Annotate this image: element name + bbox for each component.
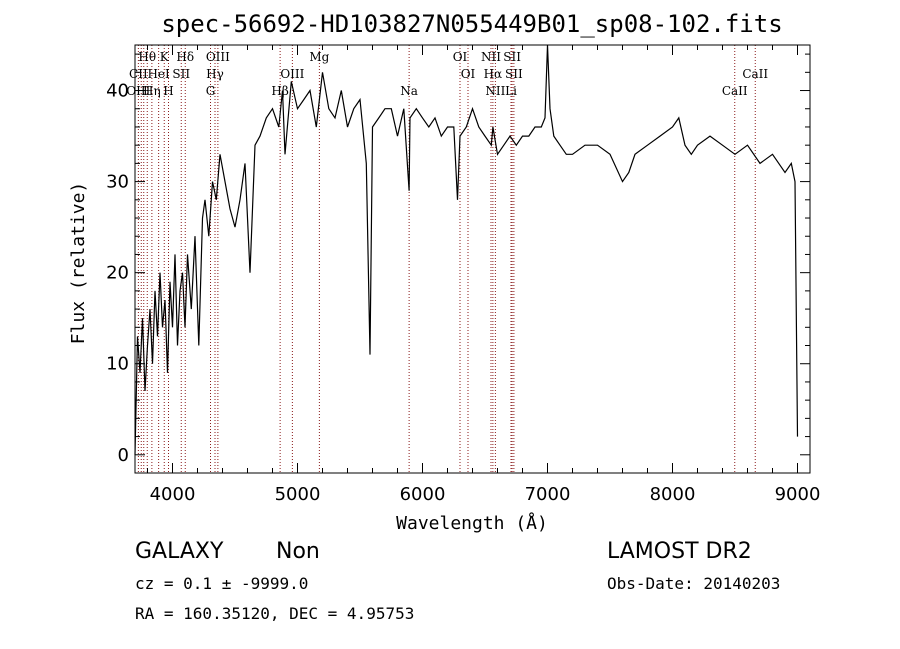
x-tick-label: 7000 <box>525 484 571 505</box>
spectral-line-label: OIII <box>280 67 304 81</box>
chart-title: spec-56692-HD103827N055449B01_sp08-102.f… <box>161 10 782 38</box>
spectral-line-label: CII <box>129 67 148 81</box>
spectral-line-label: HeI <box>147 67 170 81</box>
x-tick-label: 6000 <box>400 484 446 505</box>
spectral-line-label: OI <box>453 50 468 64</box>
spectral-line-label: Hα <box>484 67 503 81</box>
y-tick-label: 20 <box>106 263 129 284</box>
y-tick-label: 10 <box>106 354 129 375</box>
spectral-line-label: NII <box>481 50 501 64</box>
x-tick-label: 5000 <box>275 484 321 505</box>
spectral-line-label: NII <box>485 84 505 98</box>
y-axis-label: Flux (relative) <box>68 182 89 345</box>
spectral-line-label: Hβ <box>271 84 288 98</box>
survey-name: LAMOST DR2 <box>607 539 752 564</box>
spectrum-line <box>134 44 799 455</box>
spectral-line-label: G <box>206 84 216 98</box>
spectral-line-label: SII <box>505 67 523 81</box>
spectral-line-label: Mg <box>309 50 329 64</box>
object-class: GALAXY <box>135 539 224 564</box>
y-tick-label: 30 <box>106 172 129 193</box>
y-tick-label: 0 <box>118 445 129 466</box>
x-tick-label: 8000 <box>650 484 696 505</box>
object-subclass: Non <box>276 539 320 564</box>
spectral-line-label: H <box>163 84 173 98</box>
ra-dec-text: RA = 160.35120, DEC = 4.95753 <box>135 604 414 623</box>
spectral-line-label: CaII <box>742 67 768 81</box>
y-tick-label: 40 <box>106 81 129 102</box>
spectral-line-label: Hη <box>143 84 161 98</box>
spectral-line-label: OIII <box>206 50 230 64</box>
spectral-line-label: K <box>160 50 170 64</box>
spectral-line-label: Hθ <box>138 50 156 64</box>
spectral-line-label: CaII <box>722 84 748 98</box>
x-tick-label: 4000 <box>150 484 196 505</box>
spectral-line-label: SII <box>172 67 190 81</box>
x-axis-label: Wavelength (Å) <box>396 512 548 534</box>
spectral-line-label: OI <box>461 67 476 81</box>
spectral-line-label: Hδ <box>176 50 194 64</box>
spectral-line-label: Na <box>400 84 418 98</box>
plot-area: 4000 5000 6000 7000 8000 9000 0 10 20 30 40 Hθ CII OI… <box>106 44 821 505</box>
spectral-line-label: Hγ <box>206 67 224 81</box>
obs-date-text: Obs-Date: 20140203 <box>607 574 780 593</box>
spectral-line-label: OIII <box>126 84 150 98</box>
spectral-line-label: SII <box>503 50 521 64</box>
redshift-text: cz = 0.1 ± -9999.0 <box>135 574 308 593</box>
spectral-line-label: Li <box>505 84 517 98</box>
x-tick-label: 9000 <box>775 484 821 505</box>
